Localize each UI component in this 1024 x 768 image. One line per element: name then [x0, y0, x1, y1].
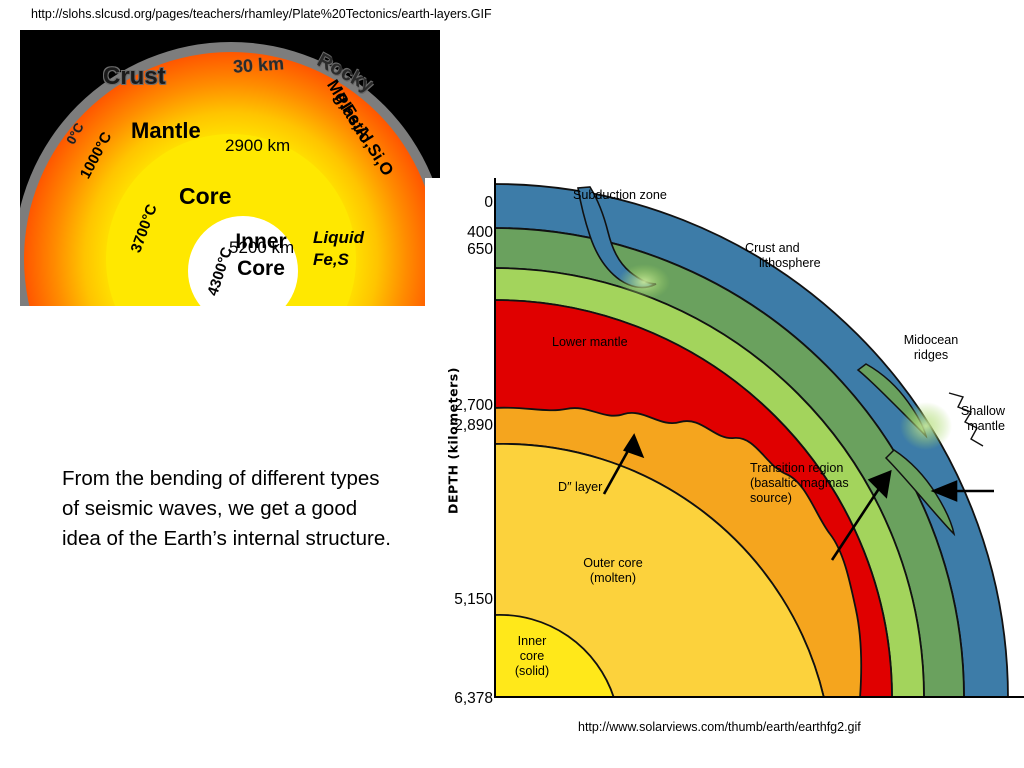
- transition-line3: source): [750, 491, 792, 505]
- depth-tick-6378: 6,378: [454, 690, 493, 707]
- core-state-line1: Liquid: [313, 228, 364, 247]
- cross-section-svg: [494, 178, 1024, 698]
- annotation-inner-core: Inner core (solid): [501, 634, 563, 679]
- crust-lith-line1: Crust and: [745, 241, 800, 255]
- annotation-outer-core: Outer core (molten): [565, 556, 661, 586]
- layer-inner-core: [494, 613, 615, 698]
- label-mantle-depth: 2900 km: [225, 136, 291, 155]
- depth-tick-group: 0 400 650 2,700 2,890 5,150 6,378: [425, 178, 493, 713]
- layer-outer-core: [494, 443, 825, 698]
- label-core-depth: 5200 km: [229, 238, 295, 257]
- label-crust: Crust: [103, 63, 166, 90]
- core-state-line2: Fe,S: [313, 250, 349, 269]
- annotation-subduction-zone: Subduction zone: [573, 188, 667, 202]
- label-inner-core: Inner Core: [235, 230, 287, 280]
- cross-section-body: [494, 178, 1024, 698]
- ridge-notch: [948, 392, 984, 447]
- label-crust-depth: 30 km: [232, 53, 285, 77]
- shallow-line2: mantle: [967, 419, 1005, 433]
- annotation-arrows: [602, 433, 994, 561]
- earth-cross-section-figure: DEPTH (kilometers) 0 400 650 2,700 2,890…: [425, 178, 1024, 713]
- earth-layers-gif: Crust 30 km Rocky Mantle 2900 km Plastic…: [20, 30, 440, 306]
- crust-lith-line2: lithosphere: [759, 256, 821, 270]
- inner-core-line2: core: [519, 649, 545, 663]
- source-url-top: http://slohs.slcusd.org/pages/teachers/r…: [31, 7, 492, 21]
- body-paragraph: From the bending of different types of s…: [62, 467, 391, 550]
- subduction-melt-glow: [618, 264, 670, 300]
- depth-tick-2700: 2,700: [454, 397, 493, 414]
- depth-tick-0: 0: [484, 194, 493, 211]
- label-core-state: Liquid Fe,S: [313, 227, 364, 271]
- annotation-shallow-mantle: Shallow mantle: [895, 404, 1005, 434]
- shallow-line1: Shallow: [960, 404, 1005, 418]
- label-mantle: Mantle: [131, 118, 201, 143]
- midocean-ridge-glow: [900, 402, 952, 450]
- source-url-bottom: http://www.solarviews.com/thumb/earth/ea…: [578, 720, 861, 734]
- midocean-line2: ridges: [913, 348, 949, 362]
- midocean-ridge-lens-lower: [884, 449, 956, 537]
- depth-tick-2890: 2,890: [454, 417, 493, 434]
- annotation-midocean-ridges: Midocean ridges: [891, 333, 971, 363]
- inner-core-line1: Inner: [517, 634, 547, 648]
- annotation-lower-mantle: Lower mantle: [552, 335, 628, 349]
- label-core: Core: [179, 183, 232, 209]
- depth-tick-650: 650: [467, 241, 493, 258]
- outer-core-line1: Outer core: [583, 556, 643, 570]
- depth-tick-5150: 5,150: [454, 591, 493, 608]
- inner-core-line3: (solid): [514, 664, 550, 678]
- transition-line2: (basaltic magmas: [750, 476, 849, 490]
- annotation-crust-lithosphere: Crust and lithosphere: [745, 241, 821, 271]
- outer-core-line2: (molten): [589, 571, 637, 585]
- midocean-line1: Midocean: [903, 333, 959, 347]
- depth-tick-400: 400: [467, 224, 493, 241]
- annotation-transition-region: Transition region (basaltic magmas sourc…: [750, 461, 849, 506]
- annotation-d-layer: D″ layer: [558, 480, 603, 494]
- inner-core-shape: [188, 216, 298, 306]
- transition-line1: Transition region: [750, 461, 844, 475]
